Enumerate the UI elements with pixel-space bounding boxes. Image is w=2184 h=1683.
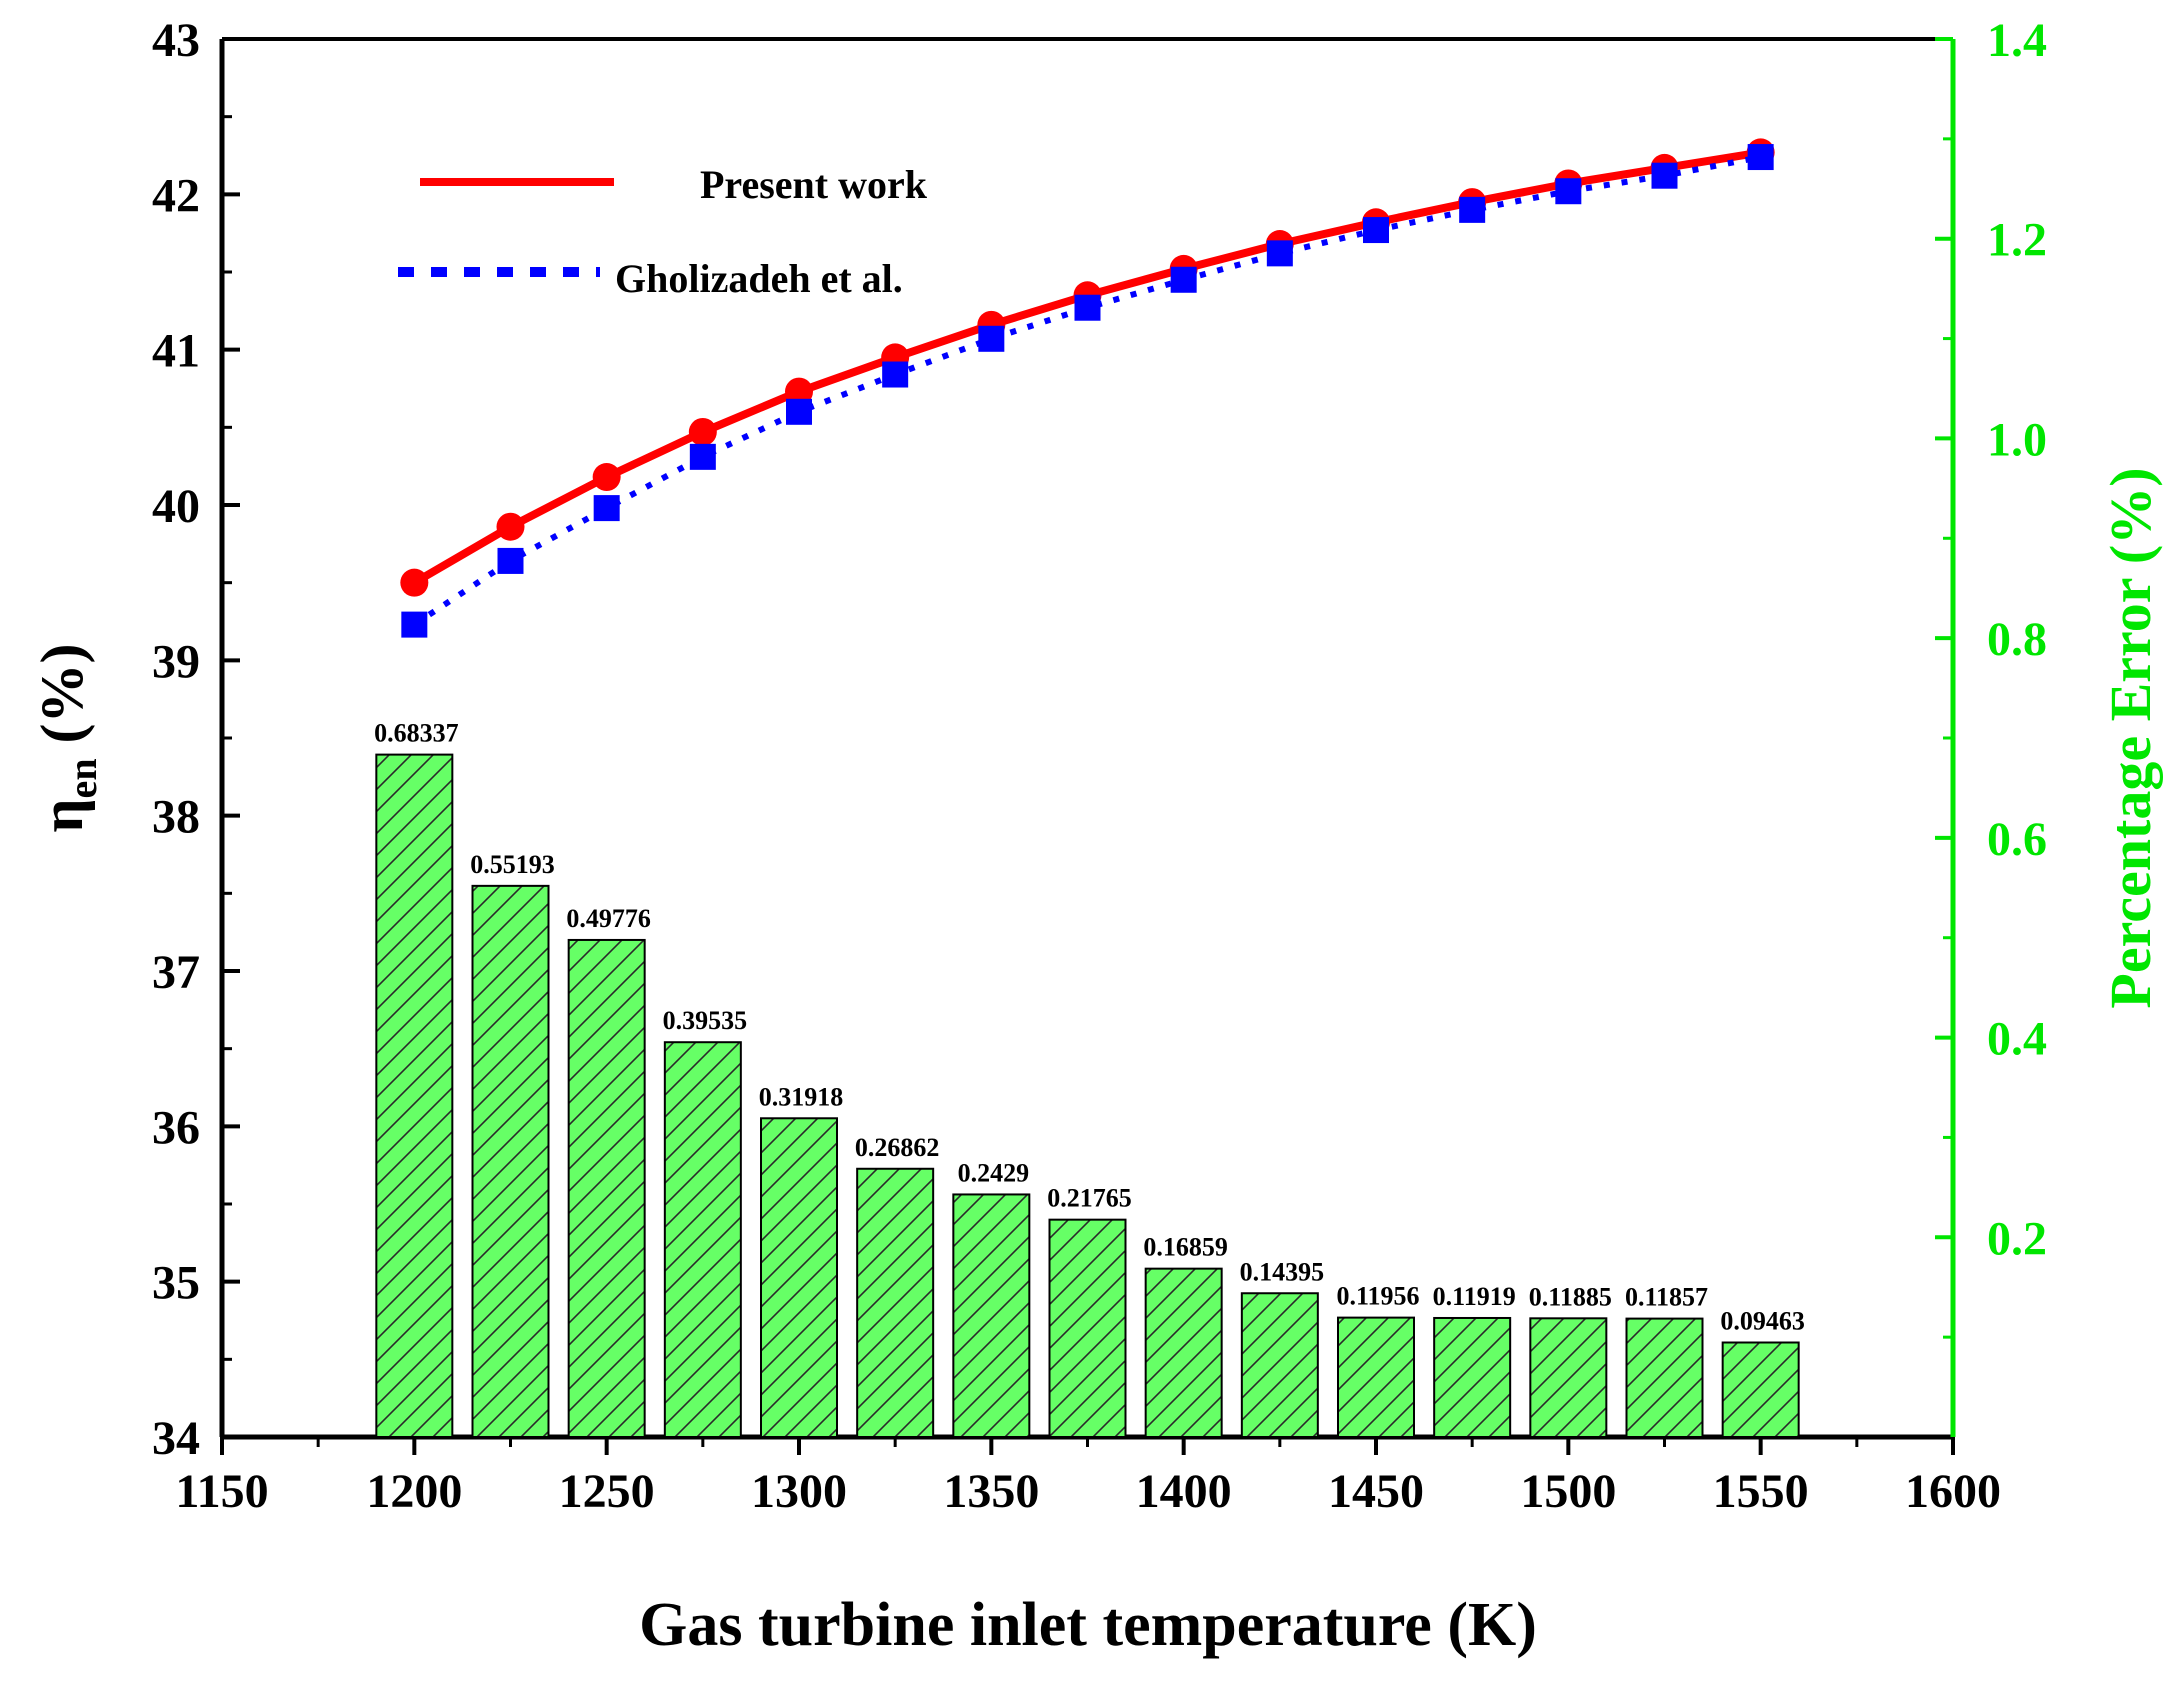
bar-1500 bbox=[1529, 1317, 1608, 1439]
bar-label-1225: 0.55193 bbox=[470, 850, 555, 879]
point-gholizadeh-1200 bbox=[401, 611, 428, 638]
bar-1300 bbox=[760, 1117, 838, 1439]
point-gholizadeh-1225 bbox=[497, 547, 524, 574]
y-right-tick-label-0.4: 0.4 bbox=[1987, 1013, 2047, 1066]
x-axis-title: Gas turbine inlet temperature (K) bbox=[639, 1591, 1537, 1659]
bar-1400 bbox=[1144, 1267, 1223, 1439]
bar-label-1200: 0.68337 bbox=[374, 719, 459, 748]
y-left-tick-label-41: 41 bbox=[152, 325, 200, 378]
bar-label-1450: 0.11956 bbox=[1336, 1282, 1419, 1311]
point-gholizadeh-1275 bbox=[689, 443, 716, 470]
y-left-tick-label-36: 36 bbox=[152, 1101, 200, 1154]
y-left-tick-label-37: 37 bbox=[152, 946, 200, 999]
point-present-work-1300 bbox=[785, 377, 813, 406]
point-gholizadeh-1425 bbox=[1266, 240, 1293, 267]
point-gholizadeh-1400 bbox=[1170, 266, 1197, 293]
x-tick-label-1250: 1250 bbox=[559, 1465, 655, 1518]
y-right-tick-label-0.8: 0.8 bbox=[1987, 613, 2047, 666]
bar-1350 bbox=[952, 1193, 1031, 1439]
y-left-title-main: η bbox=[29, 798, 95, 832]
y-left-tick-label-42: 42 bbox=[152, 169, 200, 222]
legend-label-gholizadeh: Gholizadeh et al. bbox=[615, 256, 903, 301]
y-right-axis-title: Percentage Error (%) bbox=[2098, 467, 2163, 1008]
point-present-work-1225 bbox=[496, 512, 525, 541]
bar-1475 bbox=[1433, 1316, 1512, 1438]
bar-1225 bbox=[471, 884, 550, 1438]
x-tick-label-1350: 1350 bbox=[943, 1465, 1039, 1518]
y-left-tick-label-39: 39 bbox=[152, 635, 200, 688]
bar-label-1425: 0.14395 bbox=[1240, 1257, 1325, 1286]
y-left-tick-label-34: 34 bbox=[152, 1412, 200, 1465]
y-left-title-unit: (%) bbox=[29, 643, 95, 758]
bar-label-1275: 0.39535 bbox=[663, 1006, 748, 1035]
point-gholizadeh-1250 bbox=[593, 495, 620, 522]
x-tick-label-1300: 1300 bbox=[751, 1465, 847, 1518]
bar-label-1250: 0.49776 bbox=[566, 904, 651, 933]
bar-label-1500: 0.11885 bbox=[1529, 1282, 1612, 1311]
bar-label-1475: 0.11919 bbox=[1433, 1282, 1516, 1311]
y-right-tick-label-1.4: 1.4 bbox=[1987, 14, 2047, 67]
point-gholizadeh-1525 bbox=[1651, 162, 1678, 189]
bar-1375 bbox=[1048, 1218, 1127, 1438]
point-gholizadeh-1450 bbox=[1363, 217, 1389, 244]
y-left-tick-label-38: 38 bbox=[152, 791, 200, 844]
x-tick-label-1400: 1400 bbox=[1136, 1465, 1232, 1518]
bar-label-1550: 0.09463 bbox=[1720, 1307, 1805, 1336]
x-tick-label-1150: 1150 bbox=[175, 1465, 268, 1518]
y-left-tick-label-40: 40 bbox=[152, 480, 200, 533]
bar-label-1525: 0.11857 bbox=[1625, 1283, 1708, 1312]
point-present-work-1200 bbox=[400, 568, 429, 597]
point-gholizadeh-1550 bbox=[1747, 144, 1774, 171]
bar-label-1325: 0.26862 bbox=[855, 1133, 940, 1162]
y-left-tick-label-43: 43 bbox=[152, 14, 200, 67]
point-gholizadeh-1475 bbox=[1459, 196, 1486, 223]
point-gholizadeh-1500 bbox=[1555, 178, 1582, 205]
bar-1525 bbox=[1625, 1317, 1704, 1438]
x-tick-label-1200: 1200 bbox=[366, 1465, 462, 1518]
y-left-axis-title: ηen (%) bbox=[29, 643, 105, 832]
point-gholizadeh-1300 bbox=[786, 398, 812, 425]
lines-layer bbox=[400, 138, 1775, 638]
x-tick-label-1600: 1600 bbox=[1905, 1465, 2001, 1518]
bar-label-1350: 0.2429 bbox=[958, 1158, 1030, 1187]
x-tick-label-1550: 1550 bbox=[1713, 1465, 1809, 1518]
x-tick-label-1450: 1450 bbox=[1328, 1465, 1424, 1518]
point-gholizadeh-1375 bbox=[1074, 294, 1101, 321]
point-gholizadeh-1325 bbox=[882, 361, 909, 388]
bar-1425 bbox=[1240, 1292, 1319, 1438]
bar-1275 bbox=[663, 1041, 742, 1439]
bar-label-1375: 0.21765 bbox=[1047, 1184, 1132, 1213]
legend-label-present-work: Present work bbox=[700, 162, 928, 207]
y-right-tick-label-1.0: 1.0 bbox=[1987, 413, 2047, 466]
bar-1450 bbox=[1337, 1316, 1415, 1439]
axes-layer: 1150 1200 1250 1300 1350 1400 1450 1500 1550 1600… bbox=[152, 14, 2047, 1518]
bar-1200 bbox=[375, 753, 454, 1438]
y-right-tick-label-1.2: 1.2 bbox=[1987, 214, 2047, 267]
x-tick-label-1500: 1500 bbox=[1520, 1465, 1616, 1518]
series-line-gholizadeh bbox=[412, 154, 1762, 628]
bars-layer: 0.68337 0.55193 0.49776 0.39535 0.31918 0.268… bbox=[374, 719, 1805, 1439]
y-right-tick-label-0.6: 0.6 bbox=[1987, 813, 2047, 866]
y-left-tick-label-35: 35 bbox=[152, 1257, 200, 1310]
bar-1325 bbox=[856, 1167, 935, 1439]
point-present-work-1250 bbox=[592, 463, 621, 492]
y-right-tick-label-0.2: 0.2 bbox=[1987, 1212, 2047, 1265]
bar-label-1400: 0.16859 bbox=[1143, 1233, 1228, 1262]
y-left-title-sub: en bbox=[60, 758, 105, 798]
bar-1250 bbox=[567, 938, 646, 1439]
bar-1550 bbox=[1721, 1341, 1800, 1438]
point-gholizadeh-1350 bbox=[978, 325, 1005, 352]
legend: Present work Gholizadeh et al. bbox=[398, 162, 928, 301]
point-present-work-1275 bbox=[688, 417, 717, 446]
bar-label-1300: 0.31918 bbox=[759, 1082, 844, 1111]
